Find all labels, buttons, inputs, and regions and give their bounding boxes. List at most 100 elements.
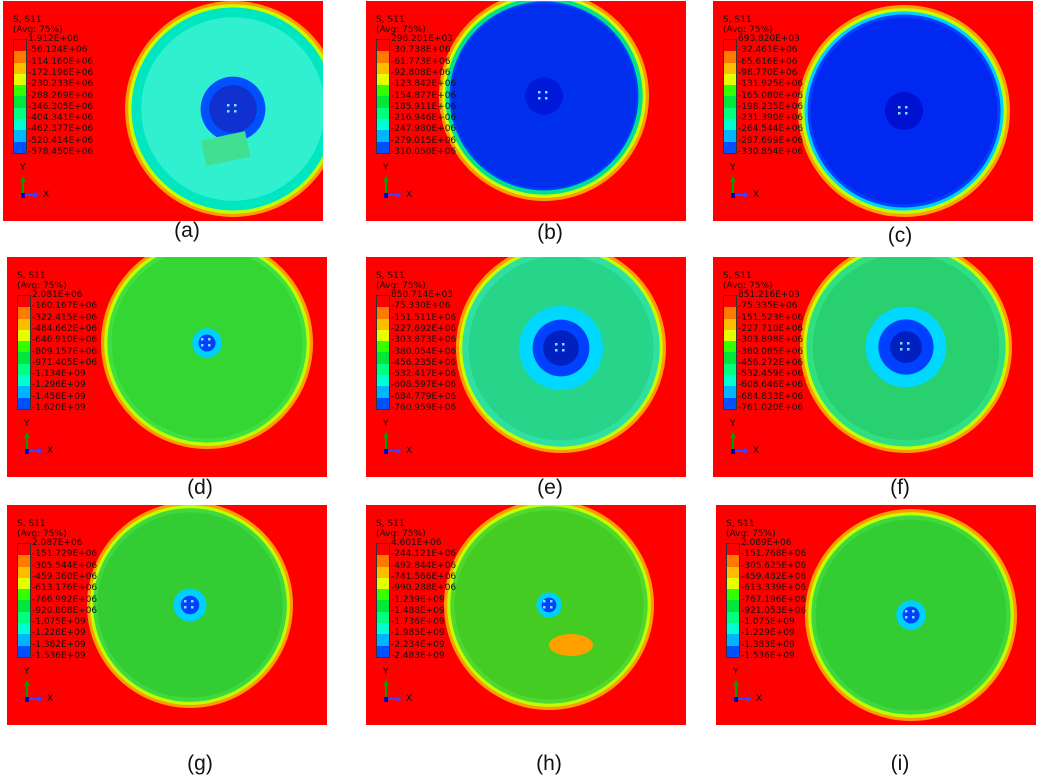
stress-disk: [444, 505, 654, 710]
legend-variable: S, S11: [376, 519, 405, 529]
legend-value: 4.601E+06: [391, 538, 442, 548]
contour-legend: S, S11 (Avg: 75%) 851.216E+03 -75.335E+06 -1…: [723, 271, 803, 413]
legend-averaging: (Avg: 75%): [723, 25, 773, 35]
legend-swatch: [724, 119, 736, 131]
y-arrowhead: [20, 176, 26, 182]
contour-ring-5: [902, 606, 920, 624]
legend-swatch: [377, 363, 389, 376]
legend-swatch: [18, 307, 30, 319]
legend-swatch: [14, 96, 26, 108]
legend-colorbar: [723, 39, 737, 154]
contour-ring-6: [890, 331, 922, 363]
legend-value: -247.980E+06: [391, 124, 457, 135]
centre-speck: [234, 110, 237, 113]
legend-swatch: [18, 296, 30, 308]
legend-value: -151.511E+06: [391, 312, 457, 323]
contour-ring-5: [884, 91, 924, 131]
legend-averaging: (Avg: 75%): [376, 281, 426, 291]
legend-value: -684.833E+06: [738, 391, 804, 402]
legend-value: 851.216E+03: [738, 290, 800, 300]
centre-speck: [208, 344, 211, 347]
legend-colorbar: [723, 295, 737, 410]
legend-value: -532.459E+06: [738, 369, 804, 380]
legend-swatch: [18, 555, 30, 567]
centre-speck: [184, 606, 187, 609]
centre-speck: [543, 600, 546, 603]
legend-value: -56.124E+06: [28, 45, 88, 56]
legend-swatch: [724, 307, 736, 319]
legend-value: -1.229E+09: [741, 628, 795, 639]
legend-swatch: [727, 623, 739, 635]
panel-caption: (d): [187, 476, 213, 499]
axis-triad: [20, 176, 39, 198]
legend-value: 2.081E+06: [32, 290, 83, 300]
legend-value: -310.050E+06: [391, 147, 457, 157]
origin-marker: [734, 697, 738, 702]
legend-value: 1.912E+06: [28, 34, 79, 44]
contour-legend: S, S11 (Avg: 75%) 850.714E+03 -75.330E+06 -1…: [376, 271, 456, 413]
legend-swatch: [14, 119, 26, 131]
legend-value: -971.405E+06: [32, 357, 98, 368]
legend-swatch: [724, 96, 736, 108]
legend-value: -613.176E+06: [32, 583, 98, 594]
y-axis-label: Y: [24, 667, 30, 677]
origin-marker: [21, 193, 25, 198]
centre-speck: [555, 349, 558, 352]
legend-swatch: [724, 107, 736, 120]
contour-panel-c: S, S11 (Avg: 75%) 693.820E+03 -32.461E+06 -6…: [713, 1, 1033, 221]
legend-variable: S, S11: [17, 271, 46, 281]
contour-legend: S, S11 (Avg: 75%) 2.089E+06 -151.768E+06 -30…: [726, 519, 806, 661]
legend-swatch: [18, 352, 30, 364]
legend-value: -264.544E+06: [738, 124, 804, 135]
legend-swatch: [724, 296, 736, 308]
panel-caption: (h): [536, 752, 562, 775]
legend-swatch: [14, 62, 26, 74]
origin-marker: [384, 449, 388, 454]
legend-swatch: [727, 611, 739, 624]
legend-value: -484.662E+06: [32, 323, 98, 334]
legend-value: -185.911E+06: [391, 101, 457, 112]
centre-speck: [907, 342, 910, 345]
legend-swatch: [377, 375, 389, 387]
legend-value: -216.946E+06: [391, 113, 457, 124]
legend-value: -608.597E+06: [391, 380, 457, 391]
y-axis-label: Y: [20, 163, 26, 173]
x-arrowhead: [397, 448, 402, 454]
legend-value: -151.768E+06: [741, 549, 807, 560]
x-arrowhead: [747, 696, 752, 702]
legend-swatch: [724, 375, 736, 387]
x-axis-label: X: [406, 446, 413, 456]
centre-speck: [912, 610, 915, 613]
contour-panel-h: S, S11 (Avg: 75%) 4.601E+06 -244.121E+06 -49…: [366, 505, 686, 725]
legend-swatch: [377, 397, 389, 409]
legend-value: -404.341E+06: [28, 113, 94, 124]
centre-speck: [562, 349, 565, 352]
legend-swatch: [724, 341, 736, 353]
axis-triad: [383, 432, 402, 454]
legend-swatch: [377, 62, 389, 74]
contour-legend: S, S11 (Avg: 75%) 296.201E+03 -30.738E+06 -6…: [376, 15, 456, 157]
contour-legend: S, S11 (Avg: 75%) 2.081E+06 -160.167E+06 -32…: [17, 271, 97, 413]
legend-value: -608.646E+06: [738, 380, 804, 391]
legend-value: -767.196E+06: [741, 594, 807, 605]
legend-value: -462.377E+06: [28, 124, 94, 135]
legend-swatch: [14, 40, 26, 52]
axis-triad: [24, 432, 43, 454]
contour-ring-5: [180, 595, 200, 615]
legend-value: -123.842E+06: [391, 79, 457, 90]
centre-speck: [545, 91, 548, 94]
axis-triad: [730, 432, 749, 454]
centre-speck: [898, 112, 901, 115]
legend-swatch: [727, 634, 739, 646]
legend-value: 693.820E+03: [738, 34, 800, 44]
legend-swatch: [377, 566, 389, 578]
legend-swatch: [377, 577, 389, 590]
legend-value: -165.080E+06: [738, 90, 804, 101]
contour-panel-g: S, S11 (Avg: 75%) 2.087E+06 -151.729E+06 -30…: [7, 505, 327, 725]
legend-averaging: (Avg: 75%): [17, 529, 67, 539]
legend-value: -456.272E+06: [738, 357, 804, 368]
y-axis-label: Y: [383, 419, 389, 429]
legend-swatch: [377, 141, 389, 153]
legend-value: -380.054E+06: [391, 346, 457, 357]
legend-value: -1.488E+09: [391, 605, 445, 616]
